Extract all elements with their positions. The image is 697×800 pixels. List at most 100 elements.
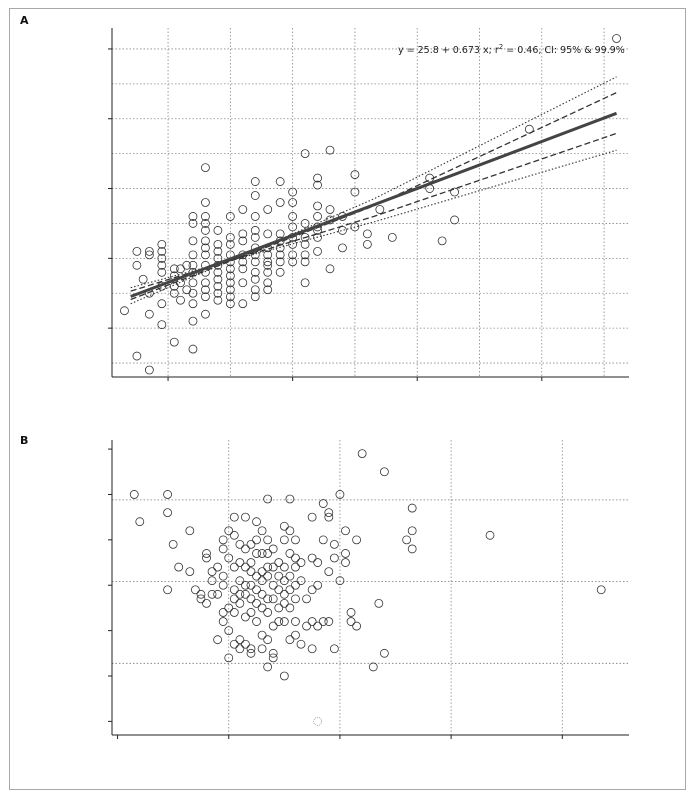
data-point xyxy=(238,299,248,309)
data-point xyxy=(246,648,256,658)
data-point xyxy=(612,34,621,43)
data-point xyxy=(218,617,228,626)
data-point xyxy=(257,589,267,599)
data-point xyxy=(275,177,285,186)
data-point xyxy=(213,274,223,284)
data-point xyxy=(241,544,250,554)
data-point xyxy=(157,253,167,263)
data-point xyxy=(357,449,367,459)
data-point xyxy=(188,250,198,260)
data-point xyxy=(300,219,310,228)
data-point xyxy=(387,232,397,242)
data-point xyxy=(279,598,289,608)
data-point xyxy=(318,617,328,626)
data-point xyxy=(324,567,334,577)
data-point xyxy=(274,558,284,567)
data-point xyxy=(324,508,334,518)
data-point xyxy=(190,585,200,595)
data-point xyxy=(285,526,295,536)
data-point xyxy=(325,145,335,155)
data-point xyxy=(288,187,298,197)
data-point xyxy=(241,580,250,590)
data-point xyxy=(225,271,235,281)
data-point xyxy=(157,267,167,277)
data-point xyxy=(268,594,278,604)
data-point xyxy=(257,576,267,586)
data-point xyxy=(263,549,273,558)
data-point xyxy=(201,163,210,173)
data-point xyxy=(229,639,239,649)
data-point xyxy=(241,639,250,649)
data-point xyxy=(268,648,278,658)
data-point xyxy=(252,571,261,581)
data-point xyxy=(302,621,311,631)
data-point xyxy=(279,671,289,681)
data-point xyxy=(250,191,260,200)
data-point xyxy=(235,635,245,645)
data-point xyxy=(263,229,273,239)
data-point xyxy=(201,219,210,228)
data-point xyxy=(238,264,248,274)
data-point xyxy=(313,180,322,190)
data-point xyxy=(257,549,267,558)
data-point xyxy=(300,149,310,159)
data-point xyxy=(285,635,295,645)
data-point xyxy=(346,617,356,626)
data-point xyxy=(241,612,250,622)
data-point xyxy=(132,260,142,270)
data-point xyxy=(362,239,372,249)
data-point xyxy=(318,535,328,545)
data-point xyxy=(291,617,300,626)
data-point xyxy=(250,232,260,242)
data-point xyxy=(188,260,198,270)
data-point xyxy=(274,585,284,595)
data-point xyxy=(188,219,198,228)
data-point xyxy=(335,576,345,586)
data-point xyxy=(288,239,298,249)
data-point xyxy=(279,535,289,545)
data-point xyxy=(263,594,273,604)
data-point xyxy=(350,222,360,232)
data-point xyxy=(157,239,167,249)
data-point xyxy=(246,644,256,654)
data-point xyxy=(274,603,284,613)
data-point xyxy=(285,494,295,504)
data-point xyxy=(157,246,167,256)
data-point xyxy=(285,603,295,613)
panel-a-chart: y = 25.8 + 0.673 x; r2 = 0.46, CI: 95% &… xyxy=(108,28,629,381)
data-point xyxy=(120,306,129,316)
data-point xyxy=(379,467,389,477)
data-point xyxy=(213,267,223,277)
data-point xyxy=(313,173,322,183)
data-point xyxy=(185,526,195,536)
data-point xyxy=(252,535,261,545)
data-point xyxy=(288,250,298,260)
data-point xyxy=(218,608,228,617)
data-point xyxy=(144,250,154,260)
data-point xyxy=(329,553,339,563)
data-point xyxy=(341,549,350,558)
data-point xyxy=(300,250,310,260)
data-point xyxy=(257,526,267,536)
data-point xyxy=(213,295,223,305)
data-point xyxy=(225,278,235,288)
data-point xyxy=(157,260,167,270)
data-point xyxy=(246,558,256,567)
data-point xyxy=(225,285,235,295)
data-point xyxy=(402,535,412,545)
data-point xyxy=(313,232,322,242)
data-point xyxy=(201,309,210,319)
data-point xyxy=(274,617,284,626)
data-point xyxy=(302,594,311,604)
data-point xyxy=(279,617,289,626)
data-point xyxy=(213,226,223,235)
data-point xyxy=(201,226,210,235)
data-point xyxy=(275,250,285,260)
data-point xyxy=(138,274,148,284)
data-point xyxy=(235,558,245,567)
data-point xyxy=(250,212,260,221)
data-point xyxy=(213,288,223,298)
data-point xyxy=(225,264,235,274)
data-point xyxy=(176,295,185,305)
data-point xyxy=(201,278,210,288)
